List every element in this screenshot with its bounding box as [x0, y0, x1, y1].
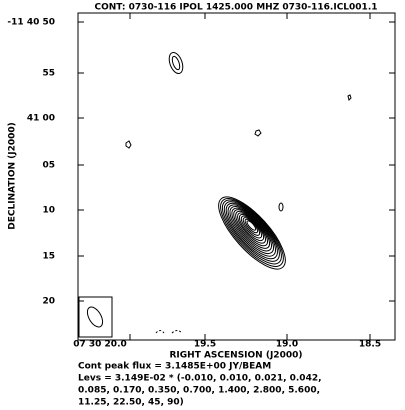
footer-line: Cont peak flux = 3.1485E+00 JY/BEAM — [78, 362, 271, 372]
y-tick-label: 41 00 — [27, 114, 55, 124]
contour — [244, 218, 259, 234]
x-tick-label: 07 30 20.0 — [73, 340, 127, 350]
footer-line: Levs = 3.149E-02 * (-0.010, 0.010, 0.021… — [78, 374, 322, 384]
x-label: RIGHT ASCENSION (J2000) — [170, 351, 303, 361]
contour — [238, 213, 265, 242]
x-tick-label: 18.5 — [359, 340, 381, 350]
contour — [240, 215, 263, 239]
footer-line: 0.085, 0.170, 0.350, 0.700, 1.400, 2.800… — [78, 386, 320, 396]
contour — [231, 207, 272, 252]
y-tick-label: 20 — [42, 297, 55, 307]
contour — [229, 206, 274, 255]
contour — [220, 198, 284, 267]
title: CONT: 0730-116 IPOL 1425.000 MHZ 0730-11… — [94, 3, 377, 13]
x-tick-label: 19.5 — [194, 340, 216, 350]
contour — [235, 210, 269, 247]
beam-box — [78, 296, 113, 338]
contour — [233, 209, 270, 249]
y-tick-label: 15 — [42, 252, 55, 262]
contour — [223, 201, 280, 262]
contour — [225, 202, 278, 260]
beam — [86, 306, 104, 328]
contour — [237, 212, 267, 244]
y-tick-label: -11 40 50 — [7, 18, 55, 28]
contours — [125, 51, 352, 334]
y-label: DECLINATION (J2000) — [8, 122, 18, 230]
footer-line: 11.25, 22.50, 45, 90) — [78, 398, 184, 408]
contour — [227, 204, 276, 257]
contour — [246, 220, 257, 231]
contour — [221, 199, 282, 265]
y-tick-label: 05 — [42, 161, 55, 171]
plot-frame — [77, 12, 396, 341]
contour — [242, 217, 261, 236]
y-tick-label: 10 — [42, 206, 55, 216]
x-tick-label: 19.0 — [276, 340, 298, 350]
y-tick-label: 55 — [42, 69, 55, 79]
